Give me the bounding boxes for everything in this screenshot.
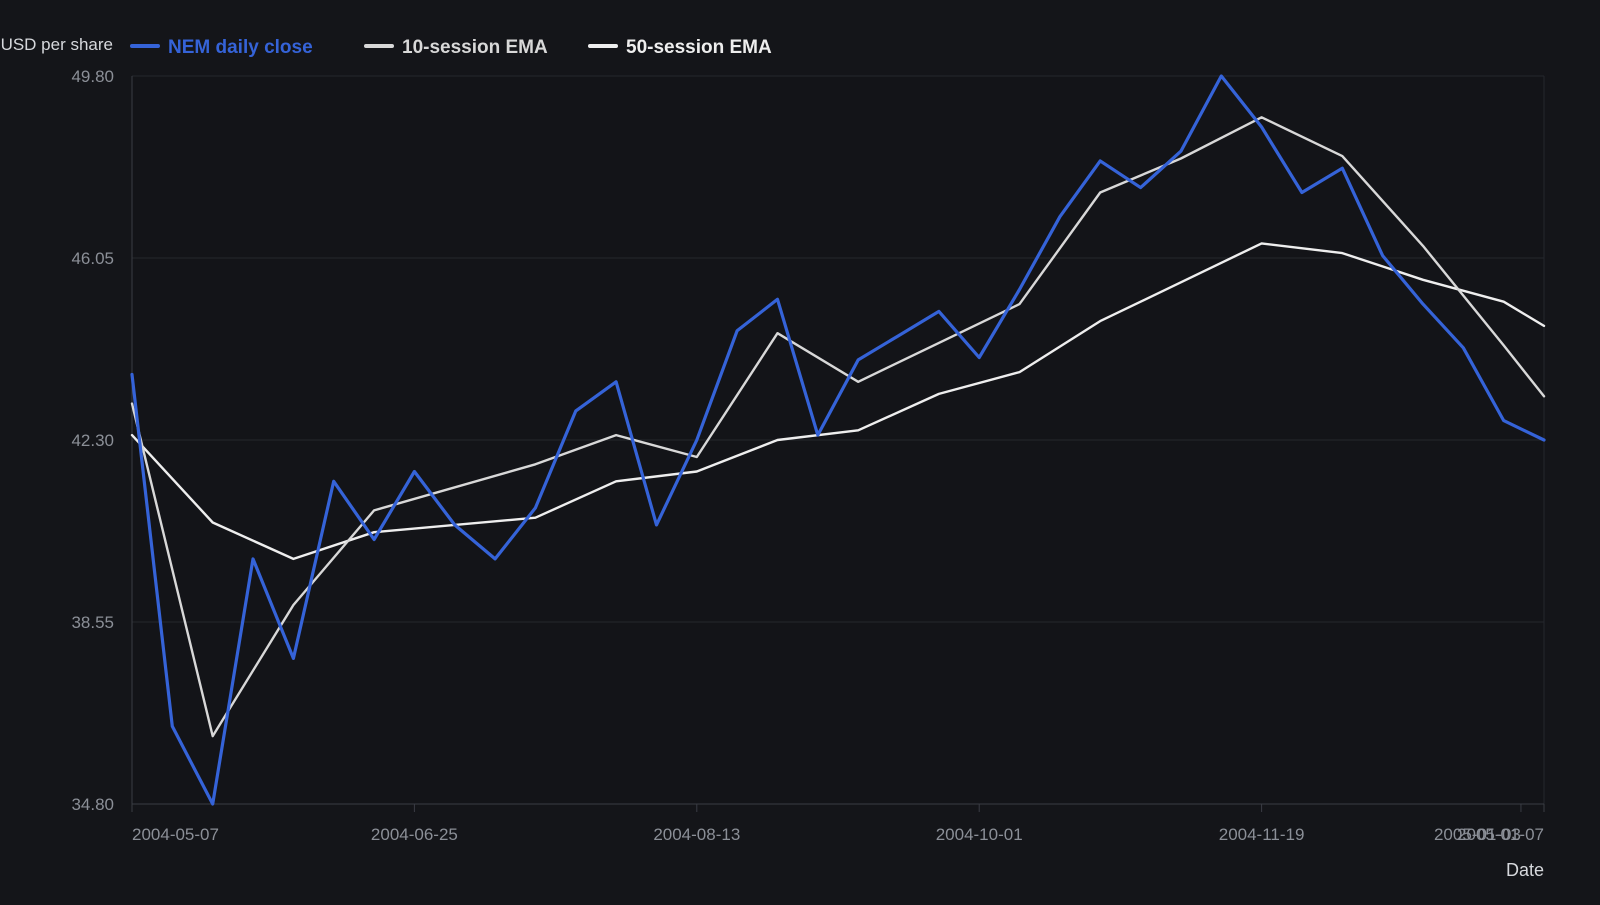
series-line-0 — [130, 74, 1546, 806]
series-line-1 — [130, 116, 1546, 738]
legend-label: 50-session EMA — [626, 37, 772, 58]
y-axis-label: USD per share — [1, 35, 113, 54]
legend-label: 10-session EMA — [402, 37, 548, 58]
y-tick-label: 42.30 — [71, 431, 114, 450]
legend: NEM daily close 10-session EMA 50-session … — [130, 37, 772, 58]
x-tick-label: 2005-01-07 — [1457, 825, 1544, 844]
y-tick-label: 34.80 — [71, 795, 114, 814]
series-line-2 — [130, 242, 1546, 561]
x-tick-label: 2004-08-13 — [653, 825, 740, 844]
x-axis-label: Date — [1506, 860, 1544, 880]
y-tick-label: 49.80 — [71, 67, 114, 86]
x-tick-label: 2004-05-07 — [132, 825, 219, 844]
legend-label: NEM daily close — [168, 37, 313, 58]
x-tick-label: 2005-01-03 — [1434, 825, 1521, 844]
y-tick-label: 46.05 — [71, 249, 114, 268]
series-lines — [130, 74, 1546, 806]
x-tick-label: 2004-10-01 — [936, 825, 1023, 844]
x-tick-label: 2004-11-19 — [1219, 825, 1305, 844]
axes: 49.80 46.05 42.30 38.55 34.80 2004-05-07 2004-… — [71, 67, 1545, 844]
x-tick-label: 2004-06-25 — [371, 825, 458, 844]
y-tick-label: 38.55 — [71, 613, 114, 632]
